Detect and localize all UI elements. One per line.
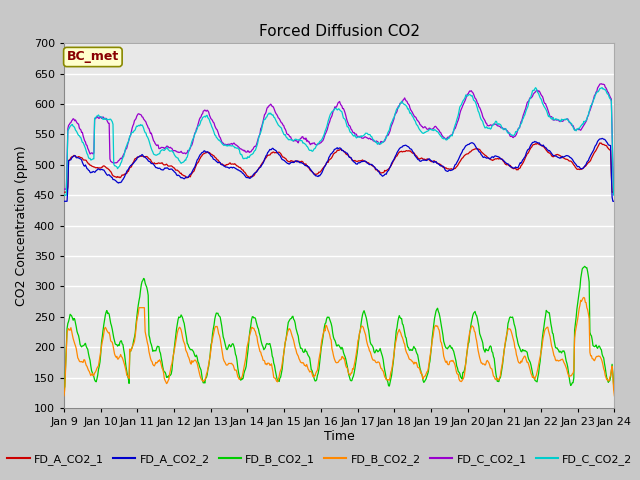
- X-axis label: Time: Time: [324, 430, 355, 443]
- Y-axis label: CO2 Concentration (ppm): CO2 Concentration (ppm): [15, 145, 28, 306]
- Title: Forced Diffusion CO2: Forced Diffusion CO2: [259, 24, 420, 39]
- Legend: FD_A_CO2_1, FD_A_CO2_2, FD_B_CO2_1, FD_B_CO2_2, FD_C_CO2_1, FD_C_CO2_2: FD_A_CO2_1, FD_A_CO2_2, FD_B_CO2_1, FD_B…: [3, 450, 637, 469]
- Text: BC_met: BC_met: [67, 50, 119, 63]
